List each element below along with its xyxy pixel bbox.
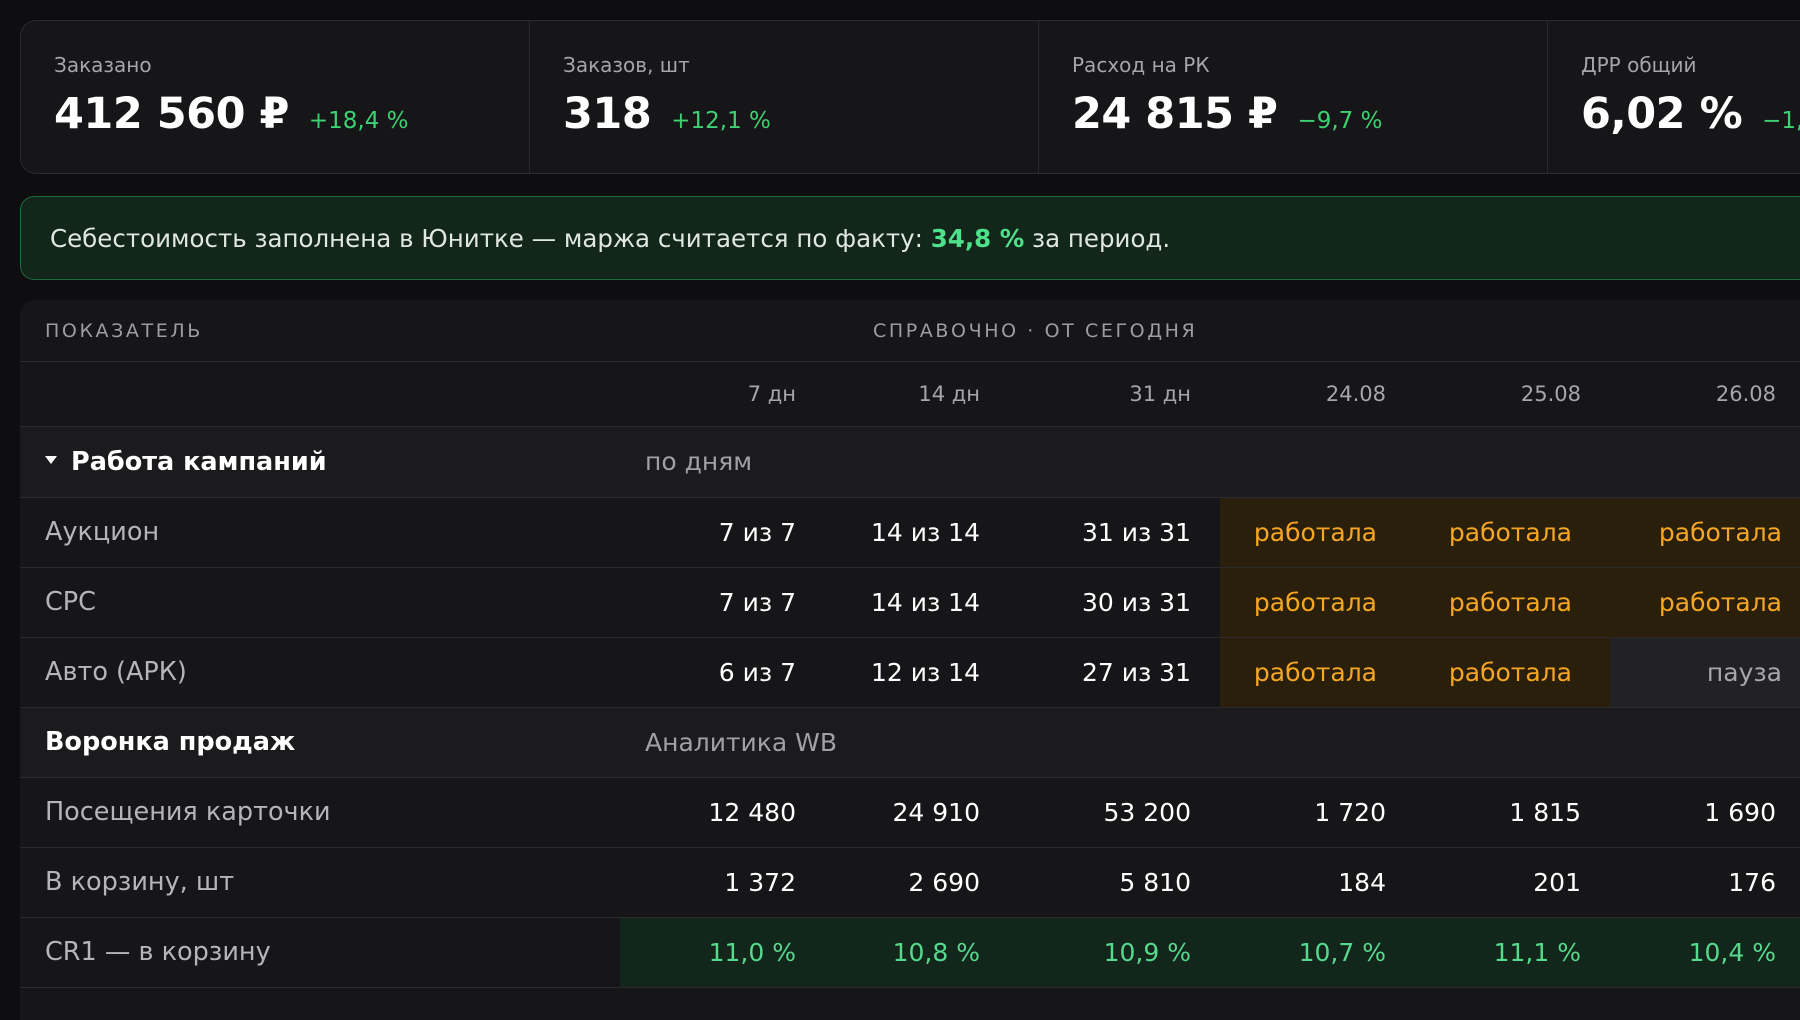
section-subtitle: по дням [645, 447, 753, 476]
kpi-label: Заказано [54, 53, 152, 77]
row-label: В корзину, шт [45, 867, 235, 897]
value-cell: 10,4 % [1688, 938, 1776, 967]
value-cell: 53 200 [1103, 798, 1191, 827]
value-cell: 10,9 % [1103, 938, 1191, 967]
status-badge: работала [1220, 498, 1415, 567]
value-cell: 184 [1338, 868, 1386, 897]
kpi-label: ДРР общий [1581, 53, 1697, 77]
table-row: Посещения карточки 12 480 24 910 53 200 … [20, 778, 1800, 848]
value-cell: 1 815 [1509, 798, 1581, 827]
value-cell: 30 из 31 [1081, 588, 1191, 617]
column-7d[interactable]: 7 дн [747, 382, 796, 406]
table-row: Авто (АРК) 6 из 7 12 из 14 27 из 31 рабо… [20, 638, 1800, 708]
status-badge: пауза [1610, 638, 1800, 707]
kpi-label: Расход на РК [1072, 53, 1210, 77]
header-reference-group: Справочно · от сегодня [873, 320, 1198, 342]
status-badge: работала [1415, 568, 1610, 637]
section-funnel: Воронка продаж Аналитика WB [20, 708, 1800, 778]
kpi-delta: +12,1 % [671, 108, 771, 134]
section-toggle[interactable]: Работа кампаний [45, 427, 327, 497]
value-cell: 12 480 [708, 798, 796, 827]
notice-suffix: за период. [1032, 223, 1171, 253]
value-cell: 10,8 % [892, 938, 980, 967]
column-14d[interactable]: 14 дн [918, 382, 980, 406]
status-badge: работала [1610, 568, 1800, 637]
value-cell: 7 из 7 [718, 518, 796, 547]
value-cell: 12 из 14 [870, 658, 980, 687]
value-cell: 14 из 14 [870, 518, 980, 547]
kpi-label: Заказов, шт [563, 53, 690, 77]
status-badge: работала [1415, 498, 1610, 567]
kpi-value: 24 815 ₽ [1072, 89, 1278, 139]
kpi-ordered-sum: Заказано 412 560 ₽ +18,4 % [21, 21, 530, 173]
status-badge: работала [1610, 498, 1800, 567]
kpi-value: 6,02 % [1581, 89, 1743, 139]
table-row: CPC 7 из 7 14 из 14 30 из 31 работала ра… [20, 568, 1800, 638]
kpi-drr-total: ДРР общий 6,02 % −1,3 [1548, 21, 1800, 173]
kpi-delta: −9,7 % [1297, 108, 1383, 134]
table-group-header: Показатель Справочно · от сегодня [20, 300, 1800, 362]
value-cell: 1 372 [724, 868, 796, 897]
cost-notice-banner: Себестоимость заполнена в Юнитке — маржа… [20, 196, 1800, 280]
column-day-1[interactable]: 24.08 [1325, 382, 1386, 406]
value-cell: 11,1 % [1493, 938, 1581, 967]
value-cell: 201 [1533, 868, 1581, 897]
value-cell: 14 из 14 [870, 588, 980, 617]
column-day-2[interactable]: 25.08 [1520, 382, 1581, 406]
kpi-orders-count: Заказов, шт 318 +12,1 % [530, 21, 1039, 173]
header-indicator: Показатель [45, 320, 203, 342]
caret-down-icon [45, 456, 57, 464]
value-cell: 176 [1728, 868, 1776, 897]
value-cell: 10,7 % [1298, 938, 1386, 967]
table-row: CR1 — в корзину 11,0 % 10,8 % 10,9 % 10,… [20, 918, 1800, 988]
metrics-table: Показатель Справочно · от сегодня 7 дн 1… [20, 300, 1800, 1020]
kpi-value: 318 [563, 89, 652, 139]
row-label: Посещения карточки [45, 797, 331, 827]
status-badge: работала [1415, 638, 1610, 707]
kpi-row: Заказано 412 560 ₽ +18,4 % Заказов, шт 3… [20, 20, 1800, 174]
row-label: Аукцион [45, 517, 160, 547]
value-cell: 1 720 [1314, 798, 1386, 827]
row-label: CPC [45, 587, 96, 617]
cr-highlight-band [620, 918, 1800, 987]
kpi-ad-spend: Расход на РК 24 815 ₽ −9,7 % [1039, 21, 1548, 173]
value-cell: 5 810 [1119, 868, 1191, 897]
section-title: Работа кампаний [71, 447, 327, 477]
kpi-delta: −1,3 [1762, 108, 1800, 134]
table-column-header: 7 дн 14 дн 31 дн 24.08 25.08 26.08 [20, 362, 1800, 427]
column-day-3[interactable]: 26.08 [1715, 382, 1776, 406]
notice-margin-value: 34,8 % [930, 223, 1025, 253]
value-cell: 11,0 % [708, 938, 796, 967]
table-row: В корзину, шт 1 372 2 690 5 810 184 201 … [20, 848, 1800, 918]
value-cell: 2 690 [908, 868, 980, 897]
notice-text: Себестоимость заполнена в Юнитке — маржа… [50, 223, 923, 253]
kpi-value: 412 560 ₽ [54, 89, 289, 139]
status-badge: работала [1220, 568, 1415, 637]
section-title: Воронка продаж [45, 727, 296, 757]
value-cell: 7 из 7 [718, 588, 796, 617]
section-campaigns[interactable]: Работа кампаний по дням [20, 427, 1800, 498]
status-badge: работала [1220, 638, 1415, 707]
section-subtitle: Аналитика WB [645, 728, 838, 757]
table-row: Аукцион 7 из 7 14 из 14 31 из 31 работал… [20, 498, 1800, 568]
value-cell: 31 из 31 [1081, 518, 1191, 547]
row-label: Авто (АРК) [45, 657, 187, 687]
value-cell: 1 690 [1704, 798, 1776, 827]
column-31d[interactable]: 31 дн [1129, 382, 1191, 406]
kpi-delta: +18,4 % [308, 108, 409, 134]
value-cell: 27 из 31 [1081, 658, 1191, 687]
value-cell: 6 из 7 [718, 658, 796, 687]
row-label: CR1 — в корзину [45, 937, 271, 967]
value-cell: 24 910 [892, 798, 980, 827]
